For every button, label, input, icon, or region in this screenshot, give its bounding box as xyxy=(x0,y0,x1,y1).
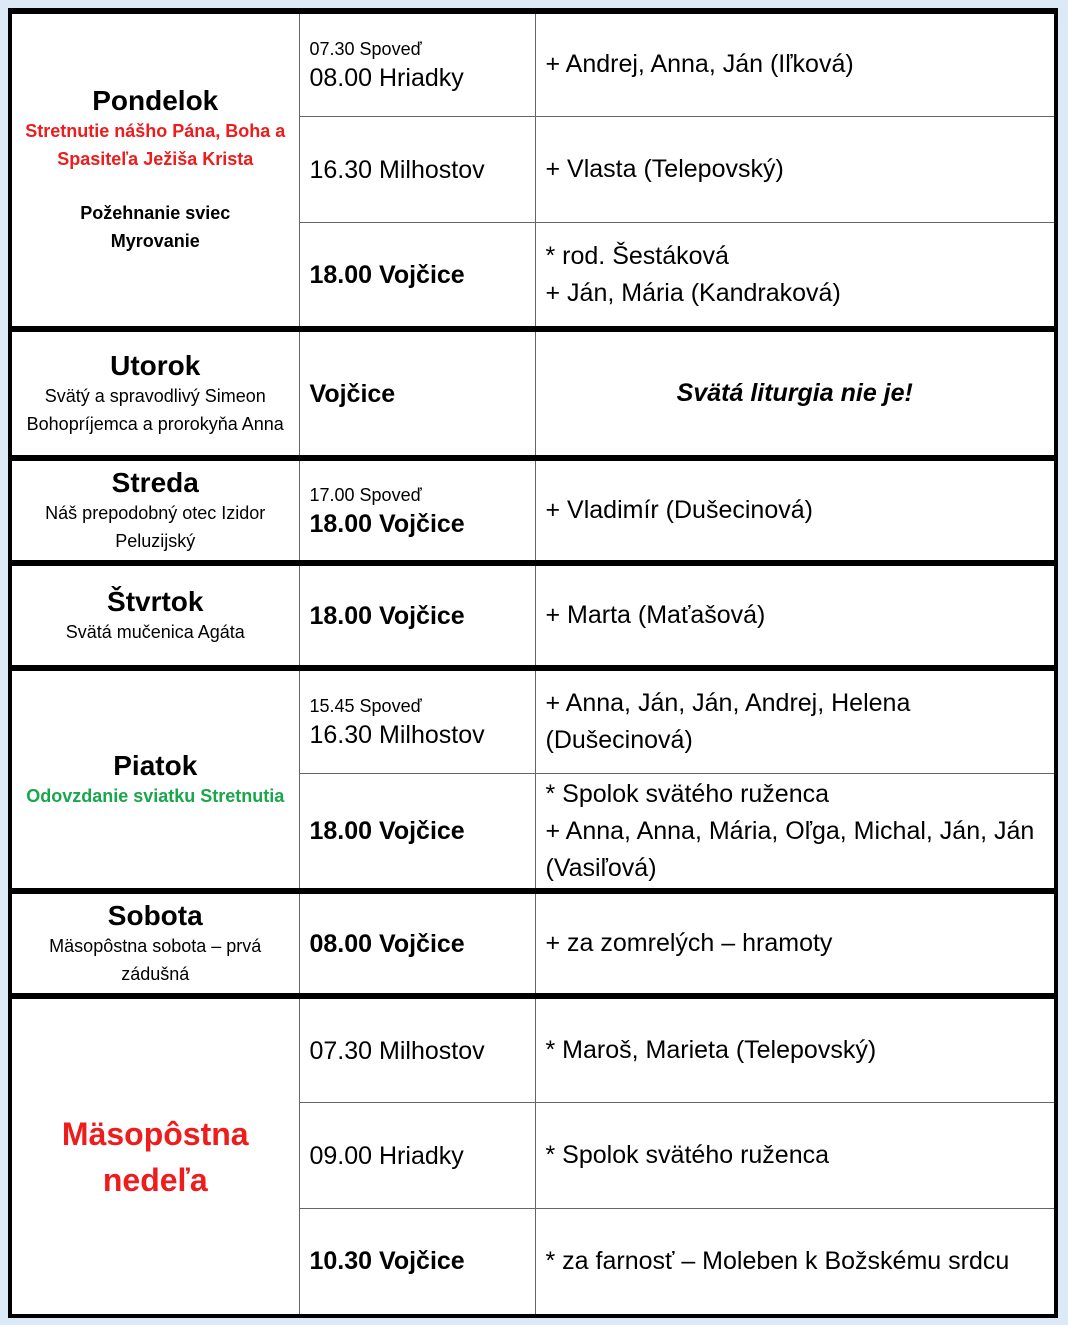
intention-cell: * Spolok svätého ruženca xyxy=(534,1102,1057,1209)
time-cell: 15.45 Spoveď 16.30 Milhostov xyxy=(298,667,536,775)
day-name: Pondelok xyxy=(92,85,219,117)
day-group: Štvrtok Svätá mučenica Agáta 18.00 Vojčic… xyxy=(9,562,1057,669)
intention: + Marta (Maťašová) xyxy=(545,601,766,630)
day-group: Sobota Mäsopôstna sobota – prvá zádušná 0… xyxy=(9,890,1057,997)
intention: + Vlasta (Telepovský) xyxy=(545,155,784,184)
intention: * za farnosť – Moleben k Božskému srdcu xyxy=(545,1246,1010,1275)
day-note: Myrovanie xyxy=(110,231,200,252)
day-cell: Streda Náš prepodobný otec Izidor Peluzij… xyxy=(9,457,300,564)
intention: * Spolok svätého ruženca xyxy=(545,779,830,808)
confession: 15.45 Spoveď xyxy=(309,696,422,717)
day-name: Streda xyxy=(111,466,199,498)
time-cell: 07.30 Spoveď 08.00 Hriadky xyxy=(298,10,536,117)
day-note: Požehnanie sviec xyxy=(80,203,231,224)
time-cell: 07.30 Milhostov xyxy=(298,995,536,1104)
intention-cell: + Marta (Maťašová) xyxy=(534,562,1057,669)
confession: 07.30 Spoveď xyxy=(309,38,422,59)
time-cell: 18.00 Vojčice xyxy=(298,562,536,669)
day-name: Mäsopôstna nedeľa xyxy=(61,1115,249,1198)
day-cell: Štvrtok Svätá mučenica Agáta xyxy=(9,562,300,669)
time-cell: 18.00 Vojčice xyxy=(298,773,536,892)
time-place: 09.00 Hriadky xyxy=(309,1141,464,1170)
time-cell: 09.00 Hriadky xyxy=(298,1102,536,1209)
time-cell: 08.00 Vojčice xyxy=(298,890,536,997)
service-row: 16.30 Milhostov + Vlasta (Telepovský) xyxy=(10,115,1057,224)
day-cell: Utorok Svätý a spravodlivý Simeon Bohoprí… xyxy=(9,328,300,459)
day-name: Štvrtok xyxy=(107,585,204,617)
service-row: Streda Náš prepodobný otec Izidor Peluzij… xyxy=(9,457,1057,564)
time-place: 16.30 Milhostov xyxy=(309,721,485,750)
day-note: Odovzdanie sviatku Stretnutia xyxy=(26,785,285,806)
day-name: Sobota xyxy=(107,899,203,931)
day-group: Pondelok Stretnutie nášho Pána, Boha a S… xyxy=(9,10,1057,330)
intention-cell: * za farnosť – Moleben k Božskému srdcu xyxy=(534,1207,1057,1317)
service-row: Utorok Svätý a spravodlivý Simeon Bohoprí… xyxy=(9,328,1057,459)
day-name: Utorok xyxy=(110,349,201,381)
service-row: 10.30 Vojčice * za farnosť – Moleben k B… xyxy=(10,1207,1057,1317)
intention: + za zomrelých – hramoty xyxy=(545,929,833,958)
intention: + Anna, Anna, Mária, Oľga, Michal, Ján, … xyxy=(545,816,1035,882)
day-group: Utorok Svätý a spravodlivý Simeon Bohoprí… xyxy=(9,328,1057,459)
day-note: Náš prepodobný otec Izidor Peluzijský xyxy=(45,502,266,551)
time-place: 10.30 Vojčice xyxy=(309,1247,465,1276)
service-row: Sobota Mäsopôstna sobota – prvá zádušná 0… xyxy=(9,890,1057,997)
time-cell: 18.00 Vojčice xyxy=(298,222,536,330)
intention-cell: + Vladimír (Dušecinová) xyxy=(534,457,1057,564)
day-cell: Sobota Mäsopôstna sobota – prvá zádušná xyxy=(9,890,300,997)
intention-cell: + Andrej, Anna, Ján (Iľková) xyxy=(534,10,1057,117)
day-note: Svätý a spravodlivý Simeon Bohopríjemca … xyxy=(26,385,284,434)
day-group: Mäsopôstna nedeľa 07.30 Milhostov * Maro… xyxy=(9,995,1057,1317)
intention-cell: + Vlasta (Telepovský) xyxy=(534,115,1057,224)
service-row: Piatok Odovzdanie sviatku Stretnutia 15.4… xyxy=(9,667,1057,892)
intention: + Andrej, Anna, Ján (Iľková) xyxy=(545,50,854,79)
time-cell: 10.30 Vojčice xyxy=(298,1207,536,1317)
intention: * Spolok svätého ruženca xyxy=(545,1141,830,1170)
confession: 17.00 Spoveď xyxy=(309,484,422,505)
intention-cell: + za zomrelých – hramoty xyxy=(534,890,1057,997)
day-note: Stretnutie nášho Pána, Boha a Spasiteľa … xyxy=(25,121,286,170)
day-cell: Pondelok Stretnutie nášho Pána, Boha a S… xyxy=(9,10,300,330)
intention: * Maroš, Marieta (Telepovský) xyxy=(545,1036,877,1065)
intention-cell: * Maroš, Marieta (Telepovský) xyxy=(534,995,1057,1104)
intention-cell: Svätá liturgia nie je! xyxy=(534,328,1057,459)
intention: * rod. Šestáková xyxy=(545,241,729,270)
service-row: Štvrtok Svätá mučenica Agáta 18.00 Vojčic… xyxy=(9,562,1057,669)
day-note: Svätá mučenica Agáta xyxy=(65,621,245,642)
day-cell: Piatok Odovzdanie sviatku Stretnutia xyxy=(9,667,300,892)
time-place: 18.00 Vojčice xyxy=(309,260,465,289)
day-name: Piatok xyxy=(113,749,198,781)
time-place: 08.00 Vojčice xyxy=(309,929,465,958)
day-group: Piatok Odovzdanie sviatku Stretnutia 15.4… xyxy=(9,667,1057,892)
day-note: Mäsopôstna sobota – prvá zádušná xyxy=(49,935,262,984)
time-place: 18.00 Vojčice xyxy=(309,817,465,846)
service-row: 18.00 Vojčice * Spolok svätého ruženca + … xyxy=(10,773,1057,892)
time-cell: 17.00 Spoveď 18.00 Vojčice xyxy=(298,457,536,564)
time-place: 08.00 Hriadky xyxy=(309,63,464,92)
day-group: Streda Náš prepodobný otec Izidor Peluzij… xyxy=(9,457,1057,564)
intention: + Anna, Ján, Ján, Andrej, Helena (Dušeci… xyxy=(545,689,911,755)
day-cell: Mäsopôstna nedeľa xyxy=(9,995,300,1317)
intention: Svätá liturgia nie je! xyxy=(676,379,913,408)
intention-cell: * rod. Šestáková + Ján, Mária (Kandraková… xyxy=(534,222,1057,330)
service-row: Pondelok Stretnutie nášho Pána, Boha a S… xyxy=(9,10,1057,330)
time-cell: Vojčice xyxy=(298,328,536,459)
time-place: 18.00 Vojčice xyxy=(309,601,465,630)
time-place: 07.30 Milhostov xyxy=(309,1036,485,1065)
intention-cell: + Anna, Ján, Ján, Andrej, Helena (Dušeci… xyxy=(534,667,1057,775)
service-row: Mäsopôstna nedeľa 07.30 Milhostov * Maro… xyxy=(9,995,1057,1317)
time-place: 18.00 Vojčice xyxy=(309,509,465,538)
intention: + Vladimír (Dušecinová) xyxy=(545,496,813,525)
service-row: 09.00 Hriadky * Spolok svätého ruženca xyxy=(10,1102,1057,1209)
time-place: Vojčice xyxy=(309,379,396,408)
intention-cell: * Spolok svätého ruženca + Anna, Anna, Má… xyxy=(534,773,1057,892)
schedule-table: Pondelok Stretnutie nášho Pána, Boha a S… xyxy=(8,8,1058,1318)
time-place: 16.30 Milhostov xyxy=(309,155,485,184)
time-cell: 16.30 Milhostov xyxy=(298,115,536,224)
intention: + Ján, Mária (Kandraková) xyxy=(545,278,841,307)
